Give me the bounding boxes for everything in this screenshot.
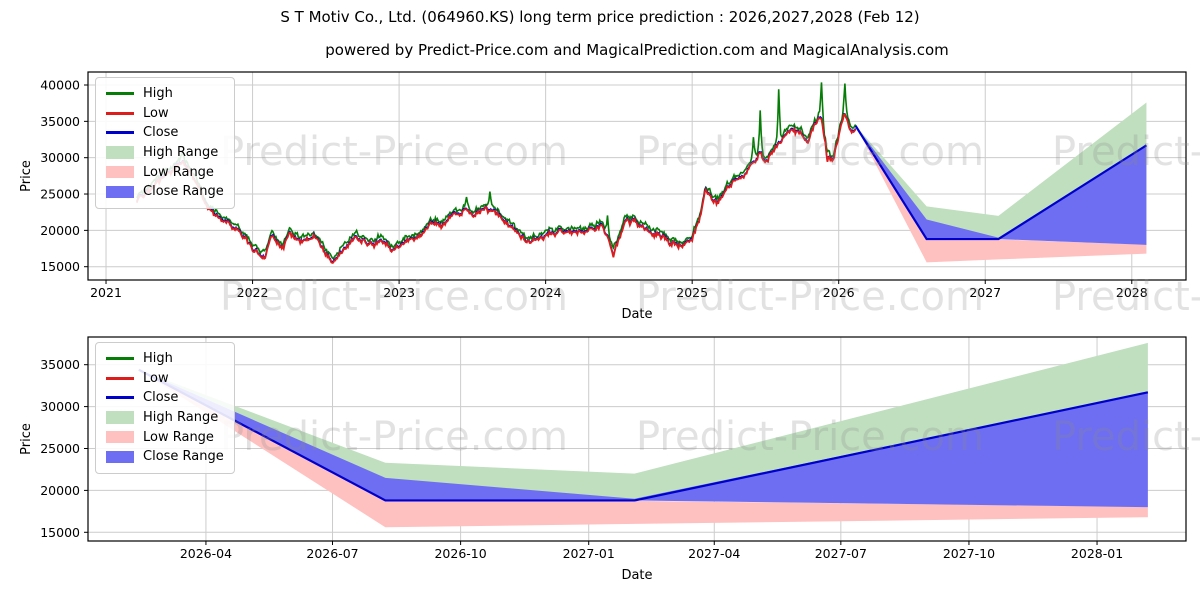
watermark-text: Predict-Price.com <box>1052 414 1200 460</box>
close-range-band <box>138 369 1148 508</box>
legend-item-label: High Range <box>143 410 219 426</box>
y-tick-label: 25000 <box>40 187 80 202</box>
plot-area <box>135 82 1148 264</box>
watermark-text: Predict-Price.com <box>636 414 984 460</box>
x-tick-label: 2022 <box>237 285 269 300</box>
legend-item-label: Close Range <box>143 449 224 465</box>
watermark-text: Predict-Price.com <box>220 274 568 320</box>
x-tick-label: 2028 <box>1116 285 1148 300</box>
legend-item-close-range: Close Range <box>106 182 224 202</box>
y-tick-label: 15000 <box>40 525 80 540</box>
legend-item-low-range: Low Range <box>106 427 224 447</box>
legend-patch-swatch <box>106 165 134 179</box>
x-tick-label: 2023 <box>383 285 415 300</box>
page-title: S T Motiv Co., Ltd. (064960.KS) long ter… <box>280 8 920 26</box>
watermark-text: Predict-Price.com <box>1052 274 1200 320</box>
y-tick-label: 20000 <box>40 223 80 238</box>
x-tick-label: 2027-10 <box>943 546 995 561</box>
legend-line-swatch <box>106 111 134 115</box>
legend-item-low: Low <box>106 104 224 124</box>
legend-patch-swatch <box>106 146 134 159</box>
legend-patch-swatch <box>106 450 134 464</box>
x-axis-label: Date <box>621 568 652 583</box>
x-tick-label: 2025 <box>676 285 708 300</box>
legend-item-close: Close <box>106 123 224 143</box>
legend-item-high-range: High Range <box>106 408 224 428</box>
watermark-text: Predict-Price.com <box>636 129 984 175</box>
legend-item-label: High <box>143 351 173 367</box>
legend-bottom-chart: High Low Close High Range Low Range Close Ran… <box>95 342 235 474</box>
axes-box <box>87 336 1187 542</box>
legend-item-label: Close <box>143 390 179 406</box>
legend-patch-swatch <box>106 430 134 444</box>
high-line <box>136 82 857 260</box>
close-prediction-line <box>854 125 1148 241</box>
legend-line-swatch <box>106 92 134 96</box>
page-subtitle: powered by Predict-Price.com and Magical… <box>325 41 949 59</box>
x-axis-label: Date <box>621 307 652 322</box>
y-tick-label: 35000 <box>40 357 80 372</box>
legend-item-label: Close Range <box>143 184 224 200</box>
y-tick-label: 15000 <box>40 259 80 274</box>
x-tick-label: 2026-07 <box>306 546 358 561</box>
x-tick-label: 2026-04 <box>180 546 232 561</box>
close-prediction-line <box>138 368 1149 502</box>
legend-item-label: Close <box>143 125 179 141</box>
watermark-text: Predict-Price.com <box>1052 129 1200 175</box>
y-tick-label: 35000 <box>40 114 80 129</box>
watermark-text: Predict-Price.com <box>220 129 568 175</box>
legend-item-high-range: High Range <box>106 143 224 163</box>
legend-item-label: High <box>143 86 173 102</box>
low-range-band <box>855 125 1147 263</box>
y-tick-label: 30000 <box>40 399 80 414</box>
y-tick-label: 25000 <box>40 441 80 456</box>
legend-item-label: High Range <box>143 145 219 161</box>
legend-item-label: Low Range <box>143 429 214 445</box>
legend-top-chart: High Low Close High Range Low Range Close Ran… <box>95 77 235 209</box>
legend-line-swatch <box>106 357 134 361</box>
x-tick-label: 2026 <box>823 285 855 300</box>
x-tick-label: 2027 <box>969 285 1001 300</box>
legend-item-close: Close <box>106 388 224 408</box>
low-range-band <box>138 369 1148 528</box>
x-tick-label: 2028-01 <box>1071 546 1123 561</box>
low-line <box>135 113 857 264</box>
legend-patch-swatch <box>106 411 134 424</box>
legend-line-swatch <box>106 376 134 380</box>
y-axis-label: Price <box>19 423 34 455</box>
legend-item-label: Low <box>143 105 169 121</box>
legend-item-low-range: Low Range <box>106 162 224 182</box>
legend-line-swatch <box>106 131 134 135</box>
legend-item-high: High <box>106 84 224 104</box>
x-tick-label: 2024 <box>530 285 562 300</box>
y-axis-label: Price <box>19 160 34 192</box>
chart-prediction-detail-2026-2028: 2026-04 2026-07 2026-10 2027-01 2027-04 2027-… <box>19 336 1200 583</box>
x-tick-label: 2027-07 <box>815 546 867 561</box>
legend-item-close-range: Close Range <box>106 447 224 467</box>
axes-box <box>87 71 1187 281</box>
plot-area <box>138 342 1149 528</box>
high-range-band <box>855 102 1147 240</box>
x-tick-label: 2021 <box>90 285 122 300</box>
y-tick-label: 20000 <box>40 483 80 498</box>
x-tick-label: 2027-01 <box>563 546 615 561</box>
legend-line-swatch <box>106 396 134 400</box>
legend-item-high: High <box>106 349 224 369</box>
watermark-text: Predict-Price.com <box>636 274 984 320</box>
chart-long-term-history-and-prediction: 2021 2022 2023 2024 2025 2026 2027 2028 15000 200… <box>19 71 1200 322</box>
x-tick-label: 2027-04 <box>688 546 740 561</box>
legend-item-low: Low <box>106 369 224 389</box>
y-tick-label: 30000 <box>40 150 80 165</box>
legend-item-label: Low <box>143 370 169 386</box>
watermark-text: Predict-Price.com <box>220 414 568 460</box>
legend-patch-swatch <box>106 185 134 199</box>
close-range-band <box>855 125 1147 245</box>
y-tick-label: 40000 <box>40 78 80 93</box>
legend-item-label: Low Range <box>143 164 214 180</box>
high-range-band <box>138 342 1148 501</box>
x-tick-label: 2026-10 <box>434 546 486 561</box>
